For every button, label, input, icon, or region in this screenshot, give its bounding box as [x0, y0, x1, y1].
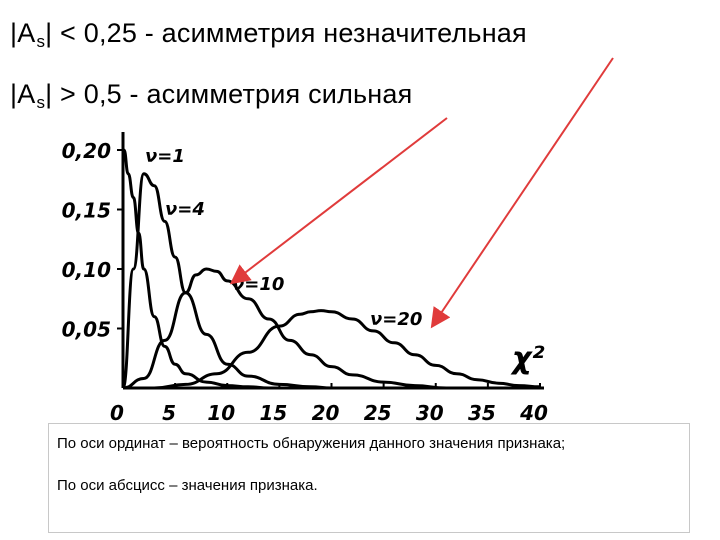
- series-label-4: ν=20: [370, 309, 422, 330]
- x-axis-label: χ²: [510, 341, 545, 376]
- x-tick-label: 30: [416, 401, 444, 425]
- series-line-2: [121, 172, 332, 390]
- x-tick-label: 35: [468, 401, 496, 425]
- series-line-3: [122, 267, 447, 390]
- y-tick-label: 0,10: [62, 258, 111, 282]
- y-axis-caption: По оси ординат – вероятность обнаружения…: [57, 435, 566, 452]
- y-tick-label: 0,20: [62, 139, 111, 163]
- asymmetry-strong-rule: |As| > 0,5 - асимметрия сильная: [10, 79, 413, 112]
- asymmetry-weak-rule: |As| < 0,25 - асимметрия незначительная: [10, 18, 527, 51]
- series-line-4: [154, 309, 541, 390]
- y-tick-label: 0,15: [62, 199, 111, 223]
- x-tick-label: 15: [259, 401, 287, 425]
- x-tick-label: 20: [312, 401, 340, 425]
- x-tick-label: 25: [364, 401, 392, 425]
- x-tick-label: 5: [162, 401, 176, 425]
- series-label-1: ν=1: [145, 146, 185, 167]
- caption-box: [48, 423, 690, 533]
- y-tick-label: 0,05: [62, 318, 111, 342]
- x-tick-label: 0: [110, 401, 124, 425]
- x-axis-caption: По оси абсцисс – значения признака.: [57, 477, 318, 494]
- arrow-to-nu-20: [430, 57, 614, 329]
- series-label-2: ν=4: [165, 199, 205, 220]
- series-line-1: [122, 148, 269, 390]
- x-tick-label: 40: [519, 401, 548, 425]
- x-tick-label: 10: [207, 401, 235, 425]
- arrow-to-nu-10: [229, 117, 448, 285]
